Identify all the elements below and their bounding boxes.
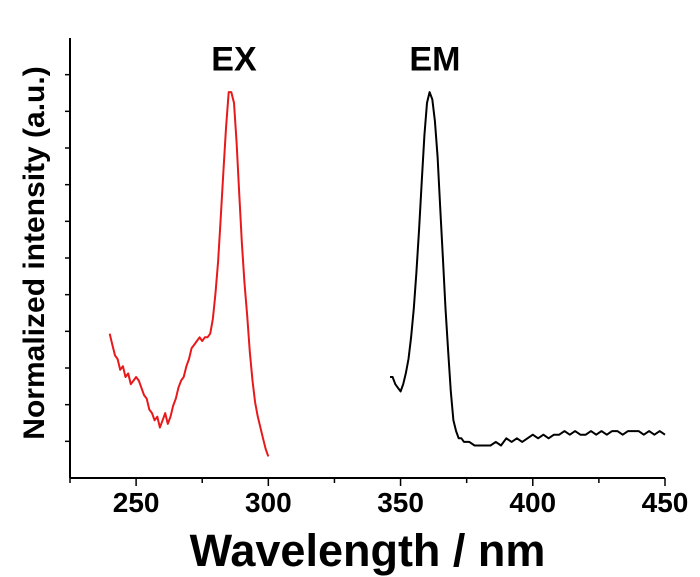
x-tick-label: 300 [245, 487, 292, 518]
x-tick-label: 350 [377, 487, 424, 518]
x-tick-label: 450 [642, 487, 689, 518]
emission-series-line [390, 91, 666, 447]
plot-layer [108, 91, 666, 457]
excitation-series-line [108, 91, 270, 457]
peak-annotation: EX [211, 40, 257, 78]
peak-annotation: EM [409, 40, 460, 78]
x-axis-title: Wavelength / nm [190, 525, 546, 576]
y-axis-title: Normalized intensity (a.u.) [18, 66, 51, 439]
text-layer: 250 300 350 400 450 EX EM Wavelength / nm Normal… [18, 40, 688, 576]
x-tick-label: 250 [113, 487, 160, 518]
x-tick-label: 400 [509, 487, 556, 518]
axis-layer [65, 38, 666, 486]
